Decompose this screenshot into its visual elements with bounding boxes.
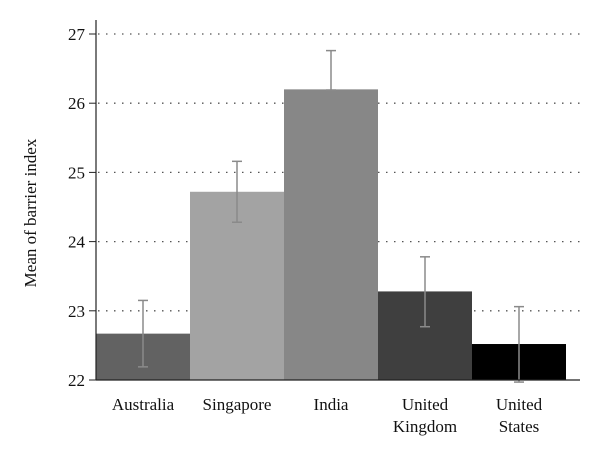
axis-labels: 22 23 24 25 26 27 Australia Singapore India Unite… — [68, 25, 543, 436]
x-category-label: Singapore — [203, 395, 272, 414]
x-category-label: States — [499, 417, 540, 436]
x-category-label: Kingdom — [393, 417, 457, 436]
y-tick-label: 25 — [68, 163, 85, 182]
x-category-label: United — [402, 395, 449, 414]
x-category-label: United — [496, 395, 543, 414]
x-category-label: Australia — [112, 395, 175, 414]
bar — [284, 89, 378, 381]
y-tick-label: 22 — [68, 371, 85, 390]
x-category-label: India — [314, 395, 349, 414]
y-axis-title: Mean of barrier index — [21, 138, 40, 287]
error-bar — [232, 160, 242, 223]
y-tick-label: 24 — [68, 233, 86, 252]
error-bar — [326, 49, 336, 91]
error-bar — [514, 305, 524, 383]
bars — [96, 89, 566, 381]
y-tick-label: 26 — [68, 94, 85, 113]
error-bar — [420, 256, 430, 328]
axes — [89, 20, 580, 381]
error-bars — [138, 49, 524, 383]
error-bar — [138, 299, 148, 368]
y-tick-label: 27 — [68, 25, 86, 44]
y-tick-label: 23 — [68, 302, 85, 321]
bar — [190, 191, 284, 380]
